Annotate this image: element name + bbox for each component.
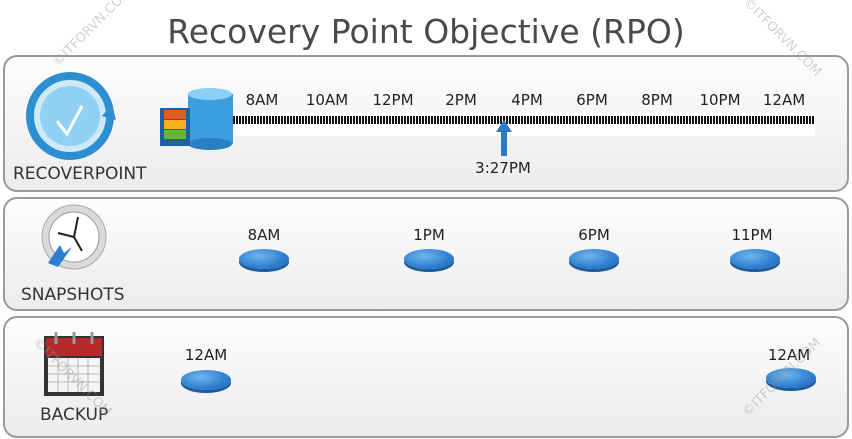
snapshot-point — [404, 249, 454, 269]
calendar-icon — [44, 332, 104, 396]
snapshot-time: 6PM — [578, 226, 610, 244]
page-title: Recovery Point Objective (RPO) — [167, 12, 685, 51]
timeline-tick: 8AM — [245, 91, 279, 109]
timeline-tick: 4PM — [511, 91, 543, 109]
timeline-tick: 12PM — [372, 91, 414, 109]
up-arrow-icon — [496, 120, 512, 156]
snapshot-time: 8AM — [247, 226, 281, 244]
snapshot-point — [239, 249, 289, 269]
recoverpoint-clock-icon — [26, 72, 116, 160]
snapshot-point — [569, 249, 619, 269]
timeline-tick: 10PM — [699, 91, 741, 109]
timeline-tick: 2PM — [445, 91, 477, 109]
current-time-marker: 3:27PM — [475, 159, 531, 177]
database-icon — [160, 88, 233, 150]
snapshots-label: SNAPSHOTS — [21, 285, 125, 305]
backup-label: BACKUP — [40, 405, 109, 425]
snapshot-point — [730, 249, 780, 269]
continuous-timeline — [233, 112, 815, 136]
backup-point — [766, 368, 816, 388]
backup-time: 12AM — [767, 346, 811, 364]
recoverpoint-label: RECOVERPOINT — [13, 164, 147, 184]
backup-point — [181, 370, 231, 390]
timeline-tick: 10AM — [305, 91, 349, 109]
timeline-tick: 6PM — [576, 91, 608, 109]
backup-time: 12AM — [184, 346, 228, 364]
snapshot-clock-icon — [41, 204, 107, 270]
snapshot-time: 1PM — [413, 226, 445, 244]
snapshot-time: 11PM — [731, 226, 773, 244]
timeline-tick: 12AM — [762, 91, 806, 109]
timeline-tick: 8PM — [641, 91, 673, 109]
backup-panel — [3, 316, 849, 438]
